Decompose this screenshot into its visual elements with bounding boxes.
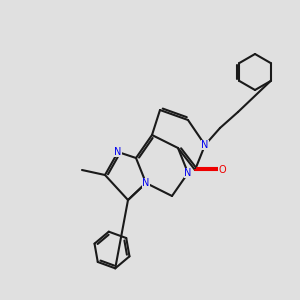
Text: N: N	[201, 140, 209, 150]
Text: N: N	[184, 168, 192, 178]
Text: O: O	[218, 165, 226, 175]
Text: N: N	[142, 178, 150, 188]
Text: N: N	[114, 147, 122, 157]
